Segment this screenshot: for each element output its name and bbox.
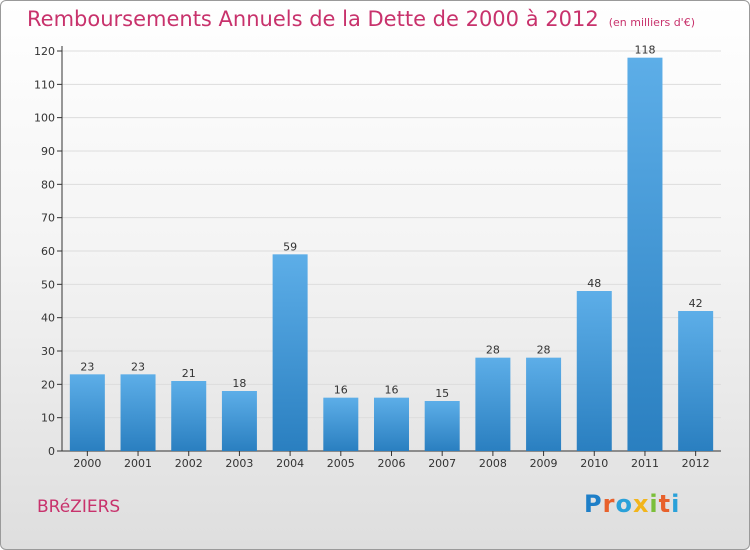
bar — [475, 357, 511, 451]
bar — [69, 374, 105, 451]
y-tick-label: 20 — [41, 378, 55, 391]
y-tick-label: 40 — [41, 312, 55, 325]
bar — [120, 374, 156, 451]
bar — [171, 381, 207, 451]
y-tick-label: 80 — [41, 178, 55, 191]
y-tick-label: 110 — [34, 78, 55, 91]
title-block: Remboursements Annuels de la Dette de 20… — [27, 7, 695, 31]
bar — [272, 254, 308, 451]
y-tick-label: 90 — [41, 145, 55, 158]
logo-letter: r — [602, 490, 616, 518]
bar-value-label: 28 — [486, 344, 500, 357]
bar — [678, 311, 714, 451]
bar-value-label: 48 — [587, 277, 601, 290]
logo-letter: i — [649, 490, 659, 518]
x-tick-label: 2008 — [479, 457, 507, 470]
chart-subtitle: (en milliers d'€) — [608, 16, 695, 29]
x-tick-label: 2005 — [327, 457, 355, 470]
x-tick-label: 2012 — [682, 457, 710, 470]
x-tick-label: 2003 — [225, 457, 253, 470]
logo-letter: t — [658, 490, 672, 518]
bar-value-label: 42 — [689, 297, 703, 310]
y-tick-label: 120 — [34, 45, 55, 58]
bar-value-label: 23 — [131, 360, 145, 373]
x-tick-label: 2004 — [276, 457, 304, 470]
bar-value-label: 18 — [232, 377, 246, 390]
chart-title: Remboursements Annuels de la Dette de 20… — [27, 7, 599, 31]
logo-letter: x — [632, 490, 650, 518]
bar-value-label: 15 — [435, 387, 449, 400]
proxiti-logo: Proxiti — [584, 490, 680, 518]
logo-letter: o — [615, 490, 633, 518]
y-tick-label: 10 — [41, 412, 55, 425]
bar — [221, 391, 257, 451]
bar-value-label: 28 — [537, 344, 551, 357]
x-tick-label: 2007 — [428, 457, 456, 470]
x-tick-label: 2002 — [175, 457, 203, 470]
bar — [424, 401, 460, 451]
bar — [526, 357, 562, 451]
y-tick-label: 70 — [41, 212, 55, 225]
bar — [576, 291, 612, 451]
x-tick-label: 2001 — [124, 457, 152, 470]
x-tick-label: 2009 — [530, 457, 558, 470]
y-tick-label: 30 — [41, 345, 55, 358]
x-tick-label: 2000 — [73, 457, 101, 470]
x-tick-label: 2006 — [378, 457, 406, 470]
bar-value-label: 23 — [80, 360, 94, 373]
bar-value-label: 16 — [334, 384, 348, 397]
bar — [323, 397, 359, 451]
y-tick-label: 100 — [34, 112, 55, 125]
x-tick-label: 2010 — [580, 457, 608, 470]
logo-letter: i — [671, 490, 681, 518]
place-name: BRéZIERS — [37, 497, 121, 517]
bar — [374, 397, 409, 451]
bar — [627, 57, 663, 452]
y-tick-label: 0 — [48, 445, 55, 458]
logo-letter: P — [584, 490, 603, 518]
bar-value-label: 118 — [634, 44, 655, 57]
bar-value-label: 21 — [182, 367, 196, 380]
bar-value-label: 59 — [283, 240, 297, 253]
x-tick-label: 2011 — [631, 457, 659, 470]
y-tick-label: 60 — [41, 245, 55, 258]
y-tick-label: 50 — [41, 278, 55, 291]
bar-value-label: 16 — [385, 384, 399, 397]
